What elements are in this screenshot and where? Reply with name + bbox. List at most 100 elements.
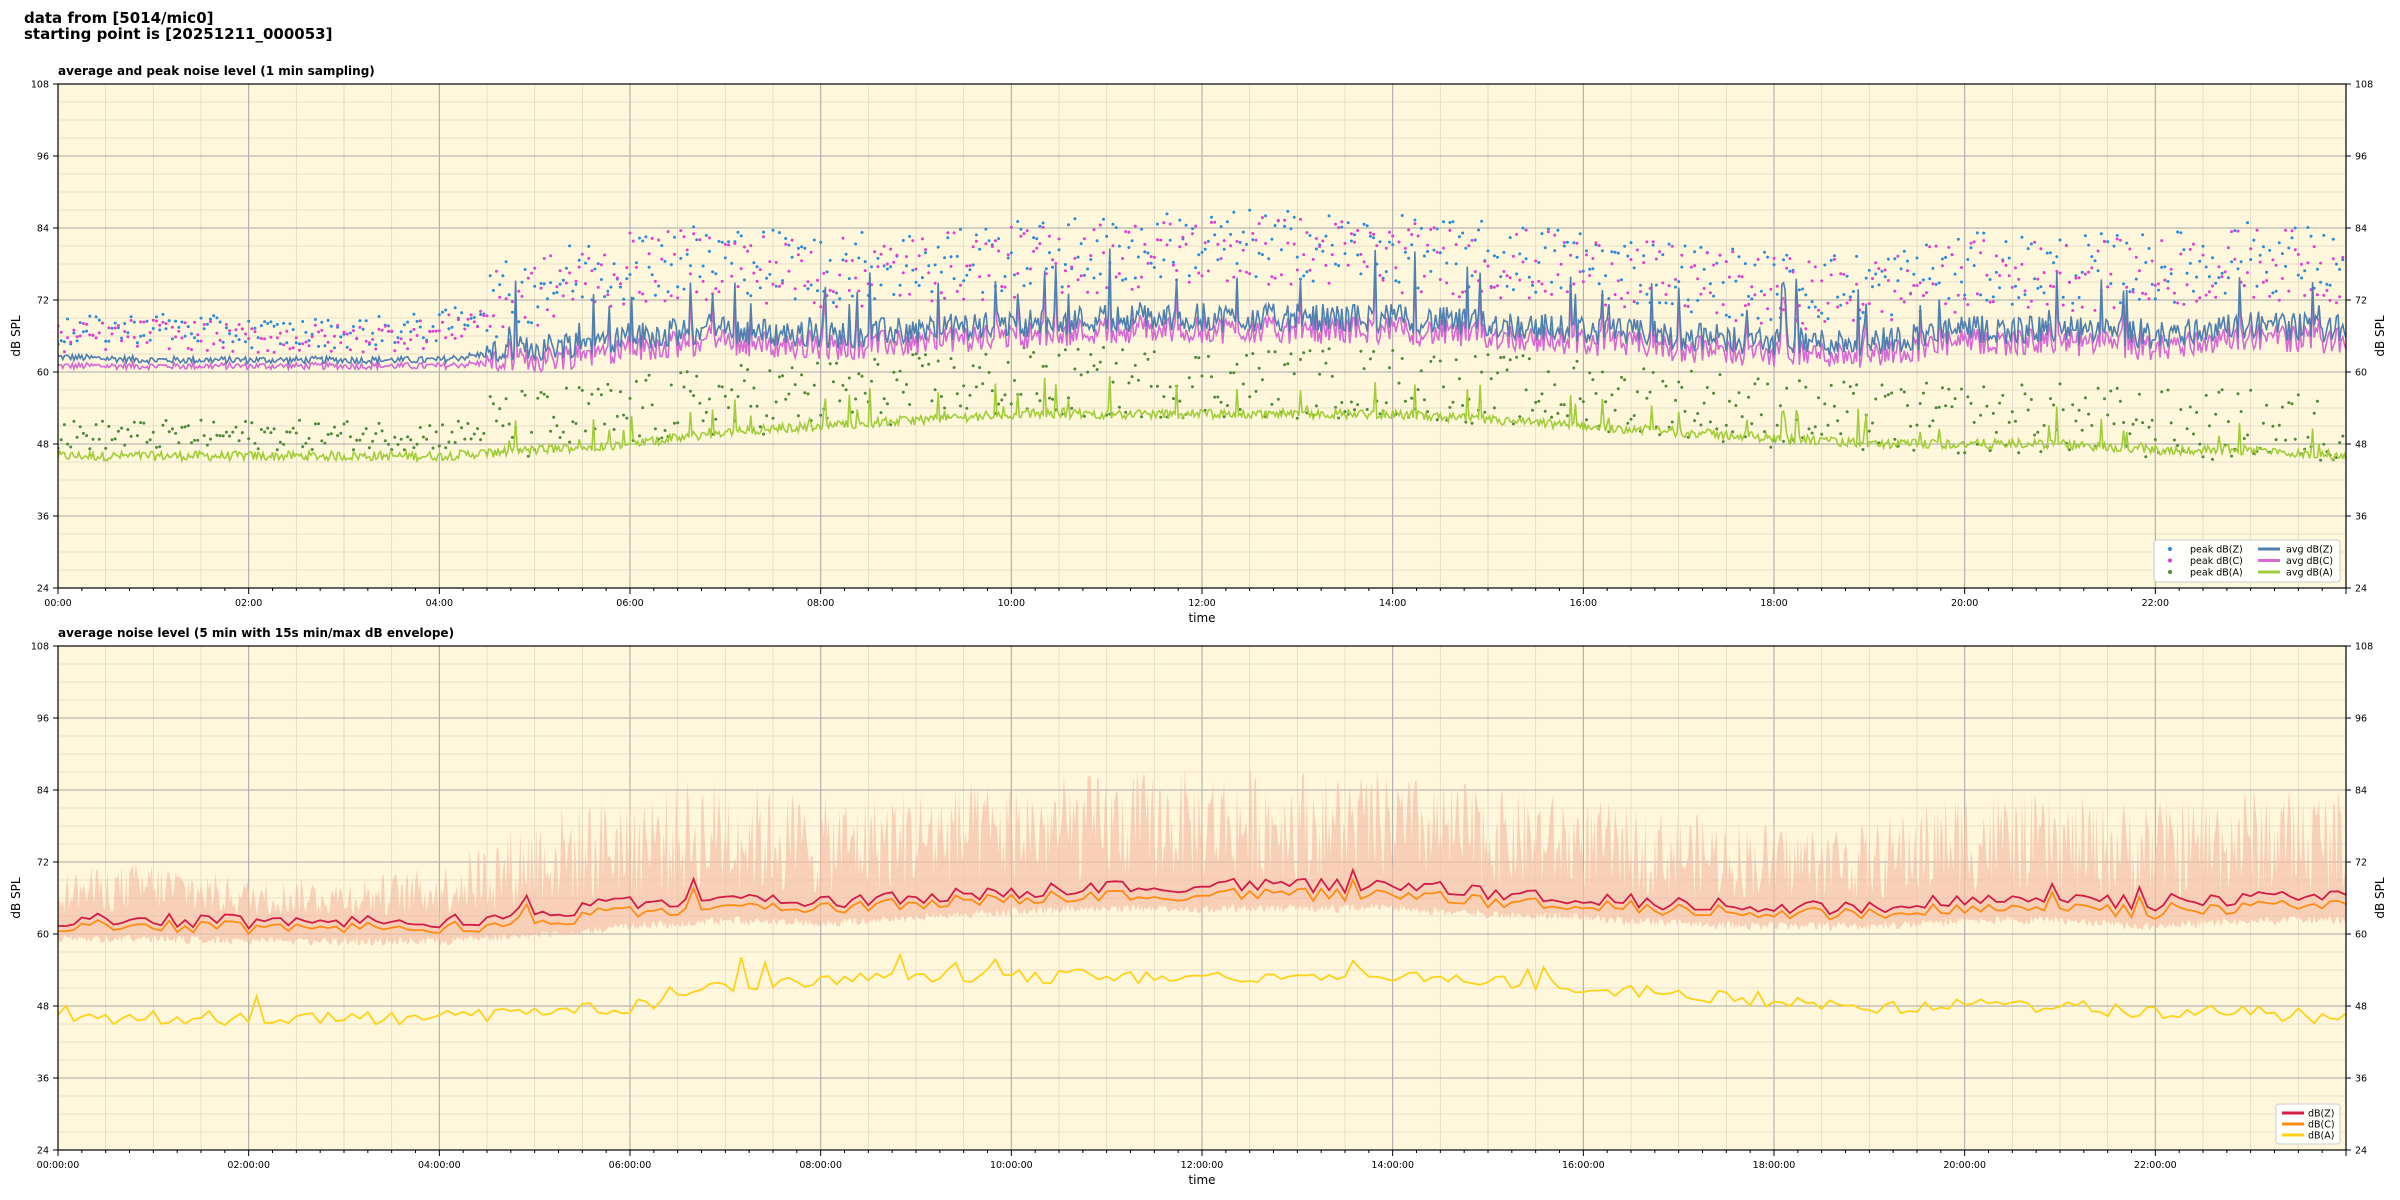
peak-dbc-point	[707, 236, 711, 240]
peak-dbz-point	[323, 344, 327, 348]
peak-dbz-point	[1635, 301, 1639, 305]
peak-dbz-point	[234, 334, 238, 338]
peak-dba-point	[2220, 388, 2224, 392]
peak-dbc-point	[615, 276, 619, 280]
peak-dbc-point	[800, 259, 804, 263]
peak-dbz-point	[2077, 296, 2081, 299]
peak-dbz-point	[2112, 244, 2116, 248]
peak-dbc-point	[660, 257, 664, 261]
peak-dbz-point	[1079, 242, 1083, 246]
peak-dbz-point	[1302, 274, 1306, 278]
peak-dbz-point	[1238, 240, 1242, 244]
peak-dba-point	[2080, 428, 2084, 432]
peak-dba-point	[1330, 374, 1334, 378]
peak-dbc-point	[2207, 290, 2211, 294]
peak-dba-point	[1146, 357, 1150, 361]
peak-dba-point	[1851, 391, 1855, 395]
peak-dba-point	[2261, 421, 2265, 425]
peak-dbc-point	[1457, 295, 1461, 299]
peak-dbc-point	[806, 280, 810, 284]
peak-dbc-point	[2287, 289, 2291, 293]
peak-dbc-point	[2217, 265, 2221, 269]
peak-dbz-point	[1365, 224, 1369, 228]
peak-dba-point	[727, 406, 730, 410]
peak-dba-point	[1867, 429, 1871, 433]
peak-dbz-point	[228, 332, 232, 336]
peak-dba-point	[1416, 388, 1420, 392]
peak-dba-point	[1629, 417, 1633, 421]
peak-dbc-point	[2118, 238, 2122, 242]
peak-dba-point	[1356, 403, 1360, 407]
peak-dbc-point	[2157, 282, 2160, 286]
peak-dbc-point	[1658, 250, 1662, 254]
peak-dbc-point	[1877, 267, 1881, 271]
peak-dbz-point	[1505, 284, 1509, 288]
peak-dbc-point	[148, 331, 152, 335]
peak-dbc-point	[809, 250, 813, 254]
peak-dbz-point	[2014, 284, 2017, 288]
peak-dbc-point	[1267, 282, 1271, 286]
peak-dbz-point	[2236, 267, 2240, 271]
peak-dbz-point	[1308, 234, 1312, 237]
peak-dbz-point	[1785, 253, 1789, 257]
peak-dbz-point	[1842, 293, 1846, 296]
peak-dbc-point	[2290, 229, 2294, 233]
peak-dba-point	[161, 423, 165, 427]
peak-dbc-point	[854, 276, 858, 280]
peak-dbz-point	[256, 336, 260, 340]
legend: dB(Z)dB(C)dB(A)	[2275, 1103, 2341, 1145]
peak-dba-point	[844, 388, 848, 392]
peak-dbz-point	[1979, 293, 1983, 297]
peak-dbc-point	[1343, 241, 1347, 245]
peak-dba-point	[641, 406, 645, 410]
peak-dbc-point	[2061, 303, 2065, 307]
peak-dba-point	[358, 438, 362, 442]
peak-dbc-point	[631, 239, 635, 243]
peak-dbz-point	[596, 262, 600, 266]
peak-dbc-point	[1639, 290, 1642, 294]
peak-dbc-point	[2160, 239, 2164, 243]
peak-dbz-point	[679, 256, 683, 260]
peak-dbz-point	[1152, 266, 1156, 269]
peak-dba-point	[1210, 375, 1213, 379]
peak-dbc-point	[539, 286, 543, 290]
peak-dba-point	[552, 415, 556, 419]
peak-dbc-point	[1187, 280, 1191, 284]
peak-dbz-point	[1200, 250, 1204, 254]
peak-dba-point	[1314, 404, 1318, 408]
avg-dba-line	[58, 376, 2346, 464]
peak-dbc-point	[2163, 278, 2167, 282]
peak-dbc-point	[812, 301, 816, 305]
peak-dba-point	[981, 382, 985, 386]
peak-dbc-point	[898, 293, 902, 297]
peak-dbc-point	[1556, 273, 1560, 277]
peak-dba-point	[2207, 424, 2211, 428]
peak-dbz-point	[1051, 265, 1055, 269]
peak-dba-point	[673, 421, 676, 425]
peak-dba-point	[1810, 431, 1814, 435]
peak-dba-point	[615, 414, 619, 418]
peak-dba-point	[819, 413, 823, 417]
peak-dbc-point	[2293, 248, 2297, 252]
peak-dba-point	[2036, 430, 2040, 434]
peak-dba-point	[431, 446, 435, 450]
peak-dbc-point	[2246, 271, 2249, 275]
peak-dbc-point	[1527, 296, 1531, 300]
peak-dba-point	[1565, 414, 1569, 418]
peak-dbc-point	[657, 238, 661, 242]
peak-dba-point	[742, 379, 746, 383]
peak-dba-point	[1492, 406, 1496, 410]
peak-dba-point	[1661, 379, 1665, 383]
peak-dbz-point	[2099, 232, 2103, 236]
peak-dbz-point	[2328, 283, 2332, 287]
peak-dba-point	[135, 434, 139, 438]
peak-dbz-point	[78, 321, 82, 325]
peak-dbz-point	[1206, 239, 1210, 243]
peak-dbc-point	[644, 299, 648, 303]
peak-dba-point	[860, 374, 864, 378]
peak-dbc-point	[2277, 298, 2281, 302]
peak-dba-point	[352, 448, 355, 452]
peak-dbz-point	[1899, 267, 1903, 271]
peak-dbc-point	[831, 290, 835, 294]
peak-dba-point	[472, 432, 476, 436]
